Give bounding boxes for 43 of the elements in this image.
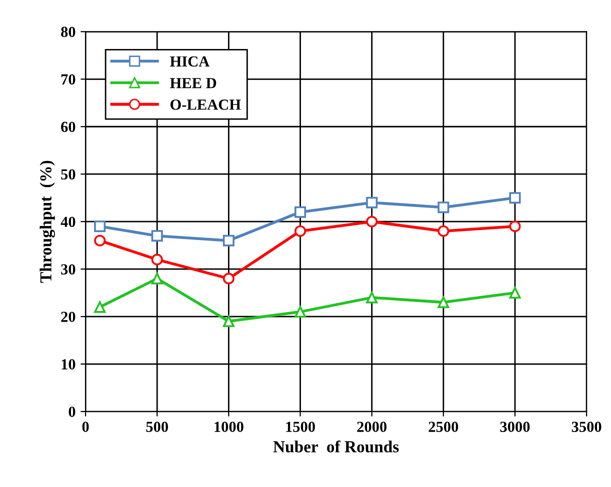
x-tick-label: 3000 xyxy=(500,422,530,432)
y-tick-label: 20 xyxy=(61,312,76,322)
point xyxy=(438,202,450,214)
legend-label: HEE D xyxy=(170,78,216,88)
y-tick-label: 40 xyxy=(60,216,76,228)
point xyxy=(438,225,450,237)
y-tick-label: 50 xyxy=(61,169,76,180)
point xyxy=(94,234,106,246)
point xyxy=(294,206,306,218)
y-tick-label: 30 xyxy=(61,264,76,275)
point xyxy=(294,306,306,318)
point xyxy=(151,230,163,242)
y-tick-label: 80 xyxy=(61,26,76,38)
legend-label: HICA xyxy=(170,56,210,67)
point xyxy=(94,220,106,232)
point xyxy=(509,192,521,204)
y-tick-label: 10 xyxy=(62,359,76,370)
point xyxy=(222,272,234,284)
x-tick-label: 500 xyxy=(146,422,168,432)
point xyxy=(94,301,106,313)
y-tick-label: 60 xyxy=(61,122,76,132)
x-tick-label: 1500 xyxy=(286,422,315,432)
point xyxy=(222,316,234,328)
point xyxy=(151,254,163,266)
point xyxy=(366,292,378,304)
point xyxy=(509,287,521,299)
point xyxy=(366,216,378,228)
y-tick-label: 70 xyxy=(61,74,76,85)
y-tick-label: 0 xyxy=(68,406,76,417)
x-axis-title: Nuber of Rounds xyxy=(273,440,399,452)
x-tick-label: 1000 xyxy=(214,422,244,432)
point xyxy=(366,196,378,208)
y-axis-title: Throughput (%) xyxy=(40,160,55,283)
legend-label: O-LEACH xyxy=(170,100,241,110)
point xyxy=(222,234,234,246)
point xyxy=(509,220,521,232)
point xyxy=(151,272,163,284)
x-tick-label: 0 xyxy=(82,422,89,432)
x-tick-label: 2500 xyxy=(428,422,458,432)
point xyxy=(438,296,450,308)
x-tick-label: 3500 xyxy=(572,422,602,432)
x-tick-label: 2000 xyxy=(357,422,387,432)
point xyxy=(294,225,306,237)
